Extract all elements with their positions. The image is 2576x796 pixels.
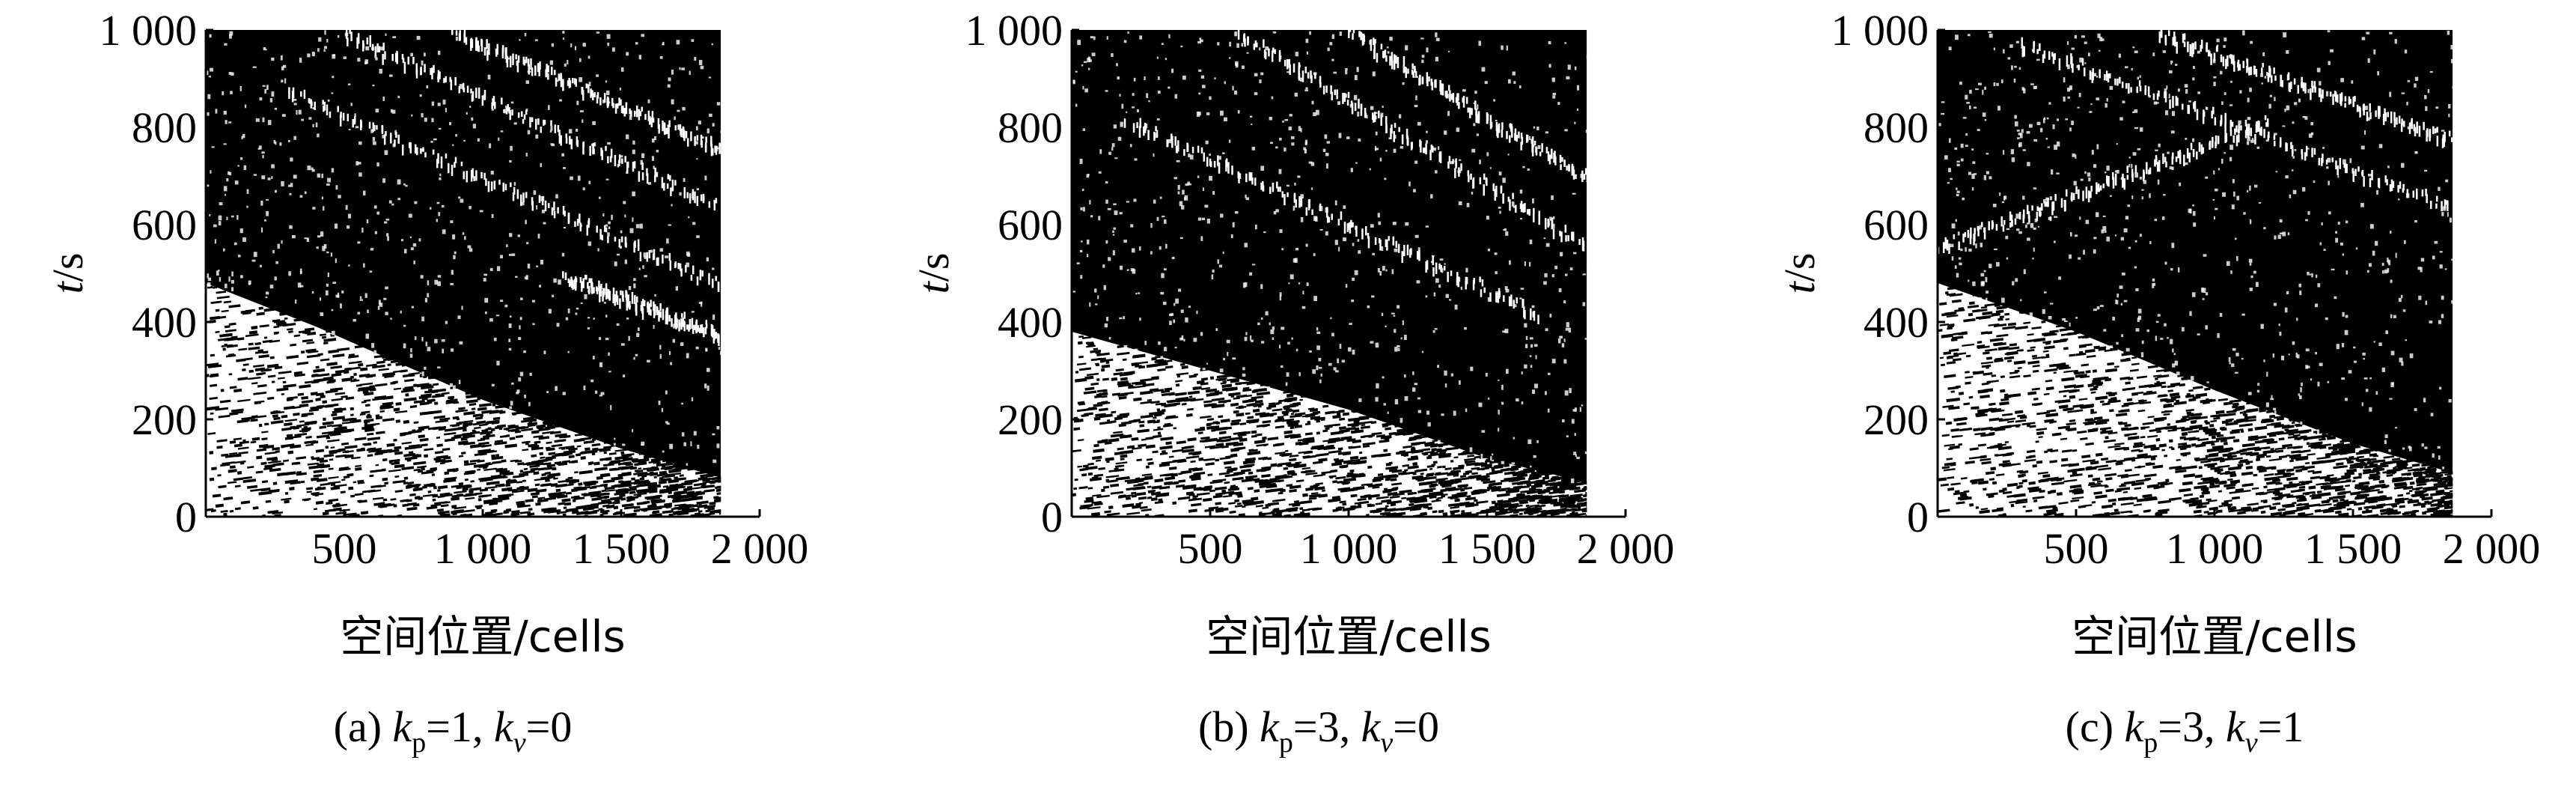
y-tick-label: 400 <box>1864 298 1929 347</box>
caption-part-v2: =1 <box>2258 702 2304 751</box>
caption-part-s2: v <box>513 727 526 759</box>
caption-part-s1: p <box>2143 727 2158 759</box>
x-tick-label: 500 <box>1178 524 1243 573</box>
x-axis-label: 空间位置/cells <box>1206 611 1492 662</box>
caption-part-k2: k <box>494 702 514 751</box>
y-axis-label: t/s <box>43 253 92 294</box>
jam-wave <box>1123 118 1539 325</box>
caption-part-s1: p <box>1279 727 1293 759</box>
x-tick-label: 1 000 <box>434 524 532 573</box>
jam-wave <box>1348 30 1587 182</box>
y-tick-label: 400 <box>132 298 197 347</box>
caption-part-prefix: (a) <box>334 702 393 751</box>
y-axis-unit: /s <box>909 253 958 282</box>
space-time-field <box>1072 30 1587 517</box>
free-flow-region <box>1072 335 1587 517</box>
x-tick-label: 2 000 <box>2443 524 2541 573</box>
y-tick-label: 1 000 <box>1831 6 1929 55</box>
panel-a: 0 200 400 600 800 1 000 500 1 000 1 500 2 000 空间位置… <box>43 6 808 759</box>
caption-part-k2: k <box>2226 702 2246 751</box>
caption-part-v1: =3, <box>2158 702 2226 751</box>
y-tick-label: 400 <box>998 298 1063 347</box>
caption-part-s2: v <box>1380 727 1393 759</box>
y-tick-label: 0 <box>1907 493 1929 541</box>
y-tick-label: 0 <box>175 493 197 541</box>
caption-part-v1: =3, <box>1293 702 1361 751</box>
y-axis-unit: /s <box>43 253 92 282</box>
congested-gaps <box>1072 31 1587 484</box>
caption-part-k1: k <box>393 702 413 751</box>
y-tick-label: 600 <box>132 201 197 249</box>
caption-part-s1: p <box>412 727 426 759</box>
caption-part-prefix: (b) <box>1198 702 1260 751</box>
x-tick-label: 2 000 <box>711 524 809 573</box>
y-tick-label: 600 <box>998 201 1063 249</box>
congested-region <box>1072 30 1587 483</box>
jam-wave <box>2021 37 2449 212</box>
panel-caption: (b) kp=3, kv=0 <box>1198 702 1439 759</box>
space-time-field <box>1938 30 2453 517</box>
x-tick-label: 1 500 <box>1438 524 1536 573</box>
y-tick-label: 200 <box>998 395 1063 444</box>
y-axis-variable: t <box>1775 280 1824 294</box>
jam-wave <box>2158 30 2453 148</box>
y-axis-variable: t <box>43 280 92 294</box>
jam-wave <box>562 271 721 347</box>
y-tick-label: 600 <box>1864 201 1929 249</box>
panel-b: 0 200 400 600 800 1 000 500 1 000 1 500 2 000 空间位置… <box>909 6 1674 759</box>
x-tick-label: 1 500 <box>2304 524 2402 573</box>
x-axis-label: 空间位置/cells <box>2072 611 2357 662</box>
caption-part-v2: =0 <box>1393 702 1439 751</box>
caption-part-k2: k <box>1361 702 1382 751</box>
congested-region <box>1938 30 2453 473</box>
caption-part-prefix: (c) <box>2066 702 2125 751</box>
caption-part-k1: k <box>1260 702 1280 751</box>
jam-wave <box>345 30 718 210</box>
y-tick-label: 200 <box>1864 395 1929 444</box>
y-tick-label: 0 <box>1041 493 1063 541</box>
y-axis-label: t/s <box>909 253 958 294</box>
y-tick-label: 200 <box>132 395 197 444</box>
y-axis-variable: t <box>909 280 958 294</box>
jam-wave <box>451 30 721 157</box>
caption-part-k1: k <box>2125 702 2145 751</box>
y-tick-label: 800 <box>132 103 197 152</box>
jam-wave <box>288 87 720 292</box>
x-tick-label: 1 500 <box>573 524 671 573</box>
x-axis-label: 空间位置/cells <box>340 611 626 662</box>
jam-wave <box>1237 30 1585 252</box>
panel-c: 0 200 400 600 800 1 000 500 1 000 1 500 2 000 空间位置… <box>1775 6 2540 759</box>
space-time-field <box>206 30 721 517</box>
y-tick-label: 800 <box>998 103 1063 152</box>
y-tick-label: 1 000 <box>965 6 1063 55</box>
y-axis-unit: /s <box>1775 253 1824 282</box>
y-axis-label: t/s <box>1775 253 1824 294</box>
panel-caption: (a) kp=1, kv=0 <box>334 702 573 759</box>
congested-region <box>206 30 721 478</box>
free-flow-region <box>206 285 721 517</box>
x-tick-label: 500 <box>312 524 377 573</box>
x-tick-label: 1 000 <box>1300 524 1398 573</box>
x-tick-label: 1 000 <box>2166 524 2264 573</box>
panel-caption: (c) kp=3, kv=1 <box>2066 702 2304 759</box>
caption-part-v2: =0 <box>526 702 573 751</box>
y-tick-label: 1 000 <box>100 6 198 55</box>
y-tick-label: 800 <box>1864 103 1929 152</box>
caption-part-v1: =1, <box>426 702 494 751</box>
x-tick-label: 500 <box>2044 524 2109 573</box>
free-flow-region <box>1938 286 2453 517</box>
caption-part-s2: v <box>2245 727 2258 759</box>
x-tick-label: 2 000 <box>1577 524 1675 573</box>
